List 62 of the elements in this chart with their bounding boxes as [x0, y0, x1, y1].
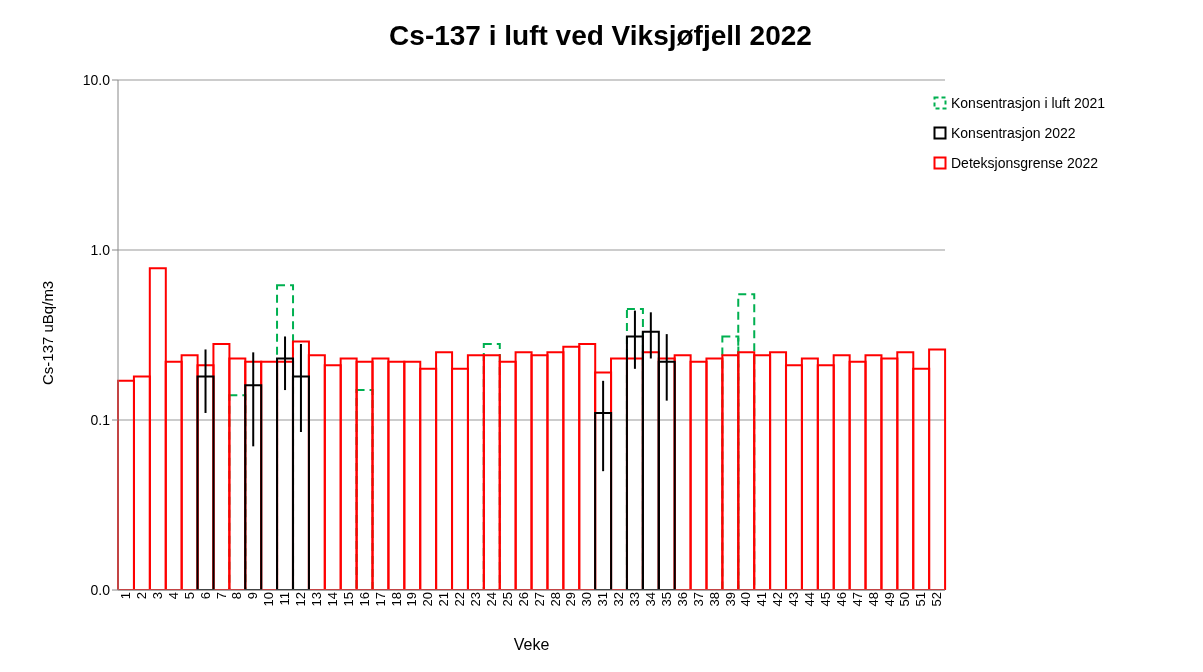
- x-tick-label: 1: [118, 592, 134, 600]
- x-tick-label: 39: [722, 592, 738, 607]
- chart-title: Cs-137 i luft ved Viksjøfjell 2022: [388, 20, 813, 53]
- x-tick-label: 14: [324, 592, 340, 607]
- x-tick-label: 41: [754, 592, 770, 607]
- y-tick-label: 0.0: [90, 581, 111, 598]
- x-tick-label: 19: [404, 592, 420, 607]
- x-tick-label: 33: [627, 592, 643, 607]
- x-tick-label: 27: [531, 592, 547, 607]
- x-tick-label: 40: [738, 592, 754, 607]
- x-tick-label: 32: [611, 592, 627, 607]
- x-tick-label: 9: [245, 592, 261, 600]
- x-tick-label: 47: [849, 592, 865, 607]
- x-tick-label: 12: [293, 592, 309, 607]
- x-tick-label: 50: [897, 592, 913, 607]
- x-tick-label: 35: [658, 592, 674, 607]
- legend-label: Deteksjonsgrense 2022: [951, 155, 1099, 171]
- x-tick-label: 3: [149, 592, 165, 600]
- x-tick-label: 23: [468, 592, 484, 607]
- y-tick-label: 10.0: [82, 71, 111, 88]
- x-tick-label: 26: [515, 592, 531, 607]
- x-tick-label: 52: [929, 592, 945, 607]
- x-tick-label: 10: [261, 592, 277, 607]
- x-tick-label: 37: [690, 592, 706, 607]
- x-tick-label: 20: [420, 592, 436, 607]
- legend-label: Konsentrasjon i luft 2021: [951, 95, 1106, 111]
- x-tick-label: 2: [134, 592, 150, 600]
- x-tick-label: 45: [817, 592, 833, 607]
- x-axis-title: Veke: [513, 636, 550, 653]
- x-tick-label: 21: [436, 592, 452, 607]
- x-tick-label: 49: [881, 592, 897, 607]
- legend-label: Konsentrasjon 2022: [951, 125, 1076, 141]
- x-tick-label: 8: [229, 592, 245, 600]
- x-tick-label: 6: [197, 592, 213, 600]
- x-tick-label: 42: [770, 592, 786, 607]
- x-tick-label: 5: [181, 592, 197, 600]
- x-tick-label: 36: [674, 592, 690, 607]
- x-tick-label: 43: [786, 592, 802, 607]
- y-axis-title: Cs-137 uBq/m3: [39, 280, 57, 385]
- x-tick-label: 25: [499, 592, 515, 607]
- x-tick-label: 16: [356, 592, 372, 607]
- x-tick-label: 15: [340, 592, 356, 607]
- x-tick-label: 7: [213, 592, 229, 600]
- x-tick-label: 11: [277, 592, 293, 606]
- x-tick-label: 34: [643, 592, 659, 607]
- x-tick-label: 18: [388, 592, 404, 607]
- y-tick-label: 1.0: [90, 241, 111, 258]
- x-tick-label: 38: [706, 592, 722, 607]
- x-tick-label: 51: [913, 592, 929, 607]
- x-tick-label: 48: [865, 592, 881, 607]
- x-tick-label: 22: [452, 592, 468, 607]
- x-tick-label: 46: [833, 592, 849, 607]
- x-tick-label: 30: [579, 592, 595, 607]
- x-tick-label: 17: [372, 592, 388, 607]
- x-tick-label: 24: [483, 592, 499, 607]
- x-tick-label: 31: [595, 592, 611, 607]
- x-tick-label: 29: [563, 592, 579, 607]
- x-tick-label: 44: [802, 592, 818, 607]
- x-tick-label: 13: [309, 592, 325, 607]
- y-tick-label: 0.1: [90, 411, 111, 428]
- x-tick-label: 28: [547, 592, 563, 607]
- x-tick-label: 4: [165, 592, 181, 600]
